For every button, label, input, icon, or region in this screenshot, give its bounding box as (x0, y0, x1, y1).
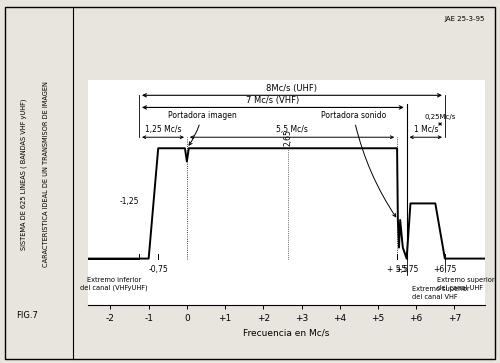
Text: 2,65: 2,65 (284, 129, 292, 146)
Text: 8Mc/s (UHF): 8Mc/s (UHF) (266, 84, 318, 93)
Text: 7 Mc/s (VHF): 7 Mc/s (VHF) (246, 96, 300, 105)
Text: CARACTERISTICA IDEAL DE UN TRANSMISOR DE IMAGEN: CARACTERISTICA IDEAL DE UN TRANSMISOR DE… (43, 81, 49, 267)
Text: Extremo superior
del canal UHF: Extremo superior del canal UHF (437, 277, 495, 291)
Text: 1,25 Mc/s: 1,25 Mc/s (144, 125, 181, 134)
Text: 0,25Mc/s: 0,25Mc/s (424, 114, 456, 119)
X-axis label: Frecuencia en Mc/s: Frecuencia en Mc/s (243, 329, 330, 338)
Text: Extremo superior
del canal VHF: Extremo superior del canal VHF (412, 286, 470, 300)
Text: +6,75: +6,75 (433, 265, 456, 274)
Text: 5,5 Mc/s: 5,5 Mc/s (276, 125, 308, 134)
Text: JAE 25-3-95: JAE 25-3-95 (444, 16, 485, 23)
Text: 1 Mc/s: 1 Mc/s (414, 125, 438, 134)
Text: Portadora imagen: Portadora imagen (168, 111, 236, 145)
Text: FIG.7: FIG.7 (16, 311, 38, 320)
Text: -1,25: -1,25 (120, 197, 139, 206)
Text: -0,75: -0,75 (148, 265, 168, 274)
Text: SISTEMA DE 625 LINEAS ( BANDAS VHF yUHF): SISTEMA DE 625 LINEAS ( BANDAS VHF yUHF) (20, 98, 28, 250)
Text: + 5,5: + 5,5 (386, 265, 407, 274)
Text: Portadora sonido: Portadora sonido (320, 111, 396, 217)
Text: Extremo inferior
del canal (VHFyUHF): Extremo inferior del canal (VHFyUHF) (80, 277, 148, 291)
Text: +5,75: +5,75 (395, 265, 418, 274)
